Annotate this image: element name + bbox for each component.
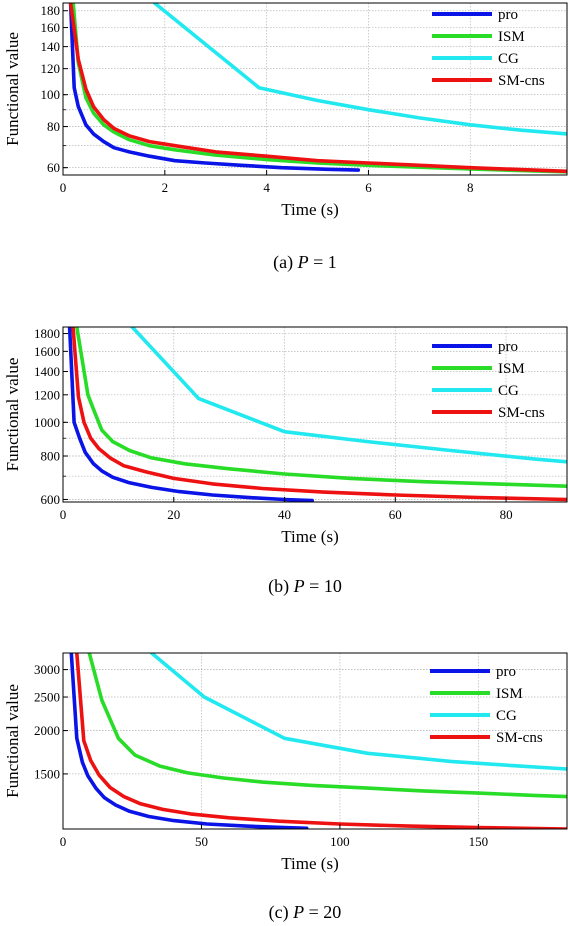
legend-label-sm-cns: SM-cns	[498, 405, 545, 421]
chart-panel-2: 0 20 40 60 80 600 800 1000 1200 1400 1600 1800 Time …	[3, 326, 568, 597]
series-group	[67, 327, 567, 502]
legend-label-cg: CG	[498, 383, 519, 399]
x-tick-label: 40	[278, 507, 291, 522]
x-tick-label: 60	[389, 507, 402, 522]
series-line-cg	[149, 653, 567, 771]
legend-label-pro: pro	[496, 664, 516, 680]
x-tick-label: 4	[263, 180, 270, 195]
legend: pro ISM CG SM-cns	[432, 7, 545, 89]
x-tick-label: 150	[469, 834, 489, 849]
y-tick-label: 80	[47, 119, 60, 134]
plot-frame	[62, 326, 568, 503]
grid	[62, 653, 567, 829]
series-line-ism	[87, 653, 567, 799]
panel-caption: (c) P = 20	[269, 902, 342, 923]
x-tick-label: 6	[365, 180, 372, 195]
series-line-ism	[71, 3, 567, 174]
legend-label-cg: CG	[496, 708, 517, 724]
x-tick-label: 2	[162, 180, 169, 195]
y-tick-label: 180	[41, 3, 61, 18]
x-tick-label: 0	[60, 834, 67, 849]
legend-label-ism: ISM	[498, 361, 525, 377]
y-tick-label: 800	[41, 449, 61, 464]
y-axis-label: Functional value	[3, 32, 22, 146]
plot-frame	[62, 652, 568, 830]
panel-caption: (b) P = 10	[268, 576, 342, 597]
legend-label-sm-cns: SM-cns	[498, 73, 545, 89]
legend-label-sm-cns: SM-cns	[496, 730, 543, 746]
y-tick-label: 100	[41, 87, 61, 102]
chart-panel-3: 0 50 100 150 1500 2000 2500 3000 Time (s) Functio…	[3, 652, 568, 923]
y-tick-label: 2000	[34, 723, 60, 738]
y-tick-label: 1500	[34, 766, 60, 781]
y-tick-label: 60	[47, 160, 60, 175]
y-tick-label: 1000	[34, 415, 60, 430]
x-tick-label: 20	[167, 507, 180, 522]
series-line-sm-cns	[71, 327, 567, 502]
series-line-pro	[67, 327, 314, 502]
series-group	[68, 3, 567, 174]
y-tick-label: 2500	[34, 690, 60, 705]
series-line-sm-cns	[68, 3, 567, 174]
legend-label-ism: ISM	[496, 686, 523, 702]
x-tick-label: 0	[60, 180, 67, 195]
y-tick-label: 1200	[34, 387, 60, 402]
x-axis-label: Time (s)	[281, 854, 338, 873]
y-tick-label: 140	[41, 39, 61, 54]
legend: pro ISM CG SM-cns	[430, 664, 543, 746]
x-tick-label: 0	[60, 507, 67, 522]
legend-label-pro: pro	[498, 339, 518, 355]
series-line-ism	[75, 327, 567, 488]
x-tick-label: 50	[195, 834, 208, 849]
x-axis-label: Time (s)	[281, 200, 338, 219]
legend-label-cg: CG	[498, 51, 519, 67]
legend-label-ism: ISM	[498, 29, 525, 45]
legend: pro ISM CG SM-cns	[432, 339, 545, 421]
y-axis-label: Functional value	[3, 684, 22, 798]
series-line-cg	[130, 327, 567, 464]
y-axis-label: Functional value	[3, 358, 22, 472]
y-tick-label: 1400	[34, 364, 60, 379]
y-tick-label: 1800	[34, 326, 60, 341]
y-tick-label: 3000	[34, 662, 60, 677]
plot-frame	[62, 2, 568, 176]
series-line-sm-cns	[75, 653, 567, 829]
panel-caption: (a) P = 1	[273, 252, 337, 273]
y-tick-label: 1600	[34, 344, 60, 359]
legend-label-pro: pro	[498, 7, 518, 23]
y-tick-label: 600	[41, 492, 61, 507]
x-tick-label: 80	[500, 507, 513, 522]
x-tick-label: 100	[330, 834, 350, 849]
grid	[62, 3, 567, 175]
series-group	[69, 653, 567, 829]
y-tick-label: 120	[41, 61, 61, 76]
x-axis-label: Time (s)	[281, 527, 338, 546]
x-tick-label: 8	[467, 180, 474, 195]
y-tick-label: 160	[41, 20, 61, 35]
series-line-pro	[68, 3, 361, 172]
series-line-cg	[152, 3, 567, 136]
chart-panel-1: 0 2 4 6 8 60 80 100 120 140 160 180 Time (s) Function…	[3, 2, 568, 273]
series-line-pro	[69, 653, 309, 829]
